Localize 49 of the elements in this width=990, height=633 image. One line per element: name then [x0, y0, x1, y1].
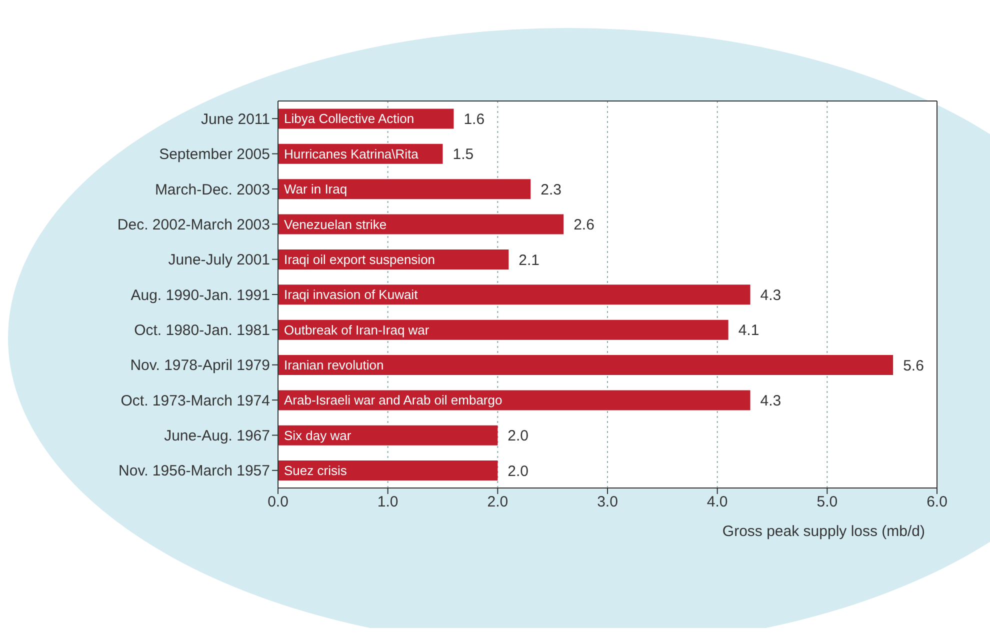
x-tick-label: 5.0: [816, 494, 838, 511]
data-label: 2.0: [508, 428, 529, 445]
annotation: Arab-Israeli war and Arab oil embargo: [284, 392, 502, 408]
data-label: 1.6: [464, 111, 485, 128]
annotation: Iranian revolution: [284, 358, 384, 373]
data-label: 1.5: [452, 146, 474, 164]
data-label: 4.3: [760, 392, 782, 410]
x-tick-label: 1.0: [377, 494, 398, 511]
annotation: Libya Collective Action: [284, 111, 414, 126]
annotation: Hurricanes Katrina\Rita: [284, 146, 420, 162]
annotation: Six day war: [284, 428, 352, 443]
x-tick-label: 2.0: [487, 494, 508, 511]
y-tick-label: June-Aug. 1967: [164, 428, 270, 445]
data-label: 4.1: [738, 322, 760, 340]
bar: [278, 214, 564, 234]
y-tick-label: March-Dec. 2003: [154, 181, 270, 198]
data-label: 2.3: [540, 181, 562, 198]
y-tick-label: Nov. 1956-March 1957: [118, 462, 270, 480]
y-tick-label: June 2011: [201, 110, 270, 128]
y-tick-label: Nov. 1978-April 1979: [130, 357, 270, 374]
x-tick-label: 0.0: [268, 494, 288, 511]
bar: [278, 284, 750, 305]
x-axis-title: Gross peak supply loss (mb/d): [722, 523, 925, 540]
x-tick-label: 6.0: [926, 494, 948, 511]
bar: [278, 355, 894, 376]
bar: [278, 179, 531, 200]
bar: [278, 425, 498, 446]
x-tick-label: 3.0: [597, 494, 618, 511]
y-tick-label: June-July 2001: [168, 252, 270, 269]
annotation: War in Iraq: [284, 182, 348, 197]
annotation: Suez crisis: [284, 463, 348, 478]
y-tick-label: Aug. 1990-Jan. 1991: [130, 286, 270, 304]
annotation: Iraqi oil export suspension: [284, 252, 436, 267]
bar: [278, 320, 728, 340]
bar: [278, 390, 750, 410]
y-tick-label: September 2005: [159, 146, 270, 164]
bar: [278, 460, 498, 481]
data-label: 2.6: [574, 216, 594, 234]
y-tick-label: Dec. 2002-March 2003: [117, 216, 270, 234]
annotation: Iraqi invasion of Kuwait: [284, 287, 418, 302]
data-label: 4.3: [760, 286, 782, 304]
annotation: Outbreak of Iran-Iraq war: [284, 322, 430, 338]
y-tick-label: Oct. 1973-March 1974: [120, 392, 270, 410]
y-tick-label: Oct. 1980-Jan. 1981: [134, 322, 270, 340]
x-tick-label: 4.0: [706, 494, 728, 511]
data-label: 2.0: [508, 462, 529, 480]
data-label: 5.6: [903, 357, 924, 374]
annotation: Venezuelan strike: [284, 216, 387, 232]
data-label: 2.1: [518, 252, 540, 269]
